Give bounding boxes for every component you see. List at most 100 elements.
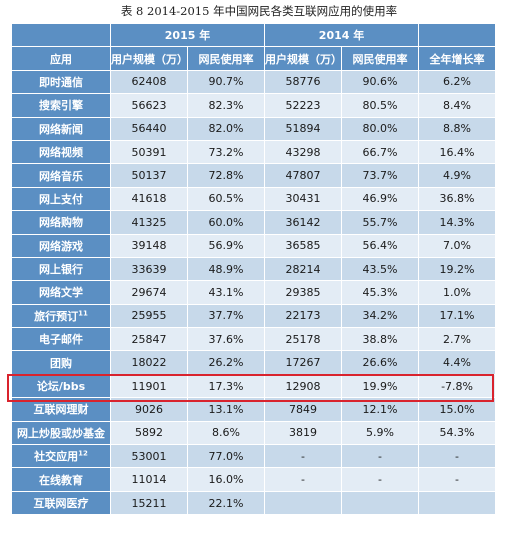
growth-cell: 4.4% [419,351,496,374]
users-2015-cell: 50137 [111,164,187,187]
growth-cell: 17.1% [419,304,496,328]
app-name-cell: 即时通信 [12,70,110,94]
growth-cell: 16.4% [419,140,496,164]
users-2015-cell: 5892 [111,421,187,445]
users-2014-cell: 52223 [265,94,342,117]
users-2015-cell: 39148 [111,234,187,257]
rate-2014-cell: 43.5% [342,257,419,281]
rate-2015-cell: 56.9% [188,234,265,257]
app-name: 网上银行 [39,263,83,277]
year-2014-header: 2014 年 [265,24,419,47]
app-name-cell: 在线教育 [12,468,110,491]
rate-2015-cell: 60.5% [188,187,265,211]
app-name-cell: 搜索引擎 [12,94,110,117]
growth-cell: 1.0% [419,281,496,304]
users-2015-cell: 56623 [111,94,187,117]
table-row: 网络新闻 56440 82.0% 51894 80.0% 8.8% [12,117,496,140]
growth-corner-cell [419,24,496,47]
growth-cell: - [419,445,496,468]
growth-cell: 7.0% [419,234,496,257]
users-2014-header: 用户规模（万） [265,47,342,70]
app-name: 团购 [50,356,72,370]
app-name: 网络视频 [39,146,83,160]
app-name-cell: 网络视频 [12,140,110,164]
app-name-cell: 网上银行 [12,257,110,281]
app-name-cell: 网络新闻 [12,117,110,140]
growth-cell: 6.2% [419,70,496,94]
rate-2014-cell: 90.6% [342,70,419,94]
rate-2014-cell: 56.4% [342,234,419,257]
users-2014-cell: 36142 [265,211,342,234]
users-2015-cell: 53001 [111,445,187,468]
rate-2015-header: 网民使用率 [188,47,265,70]
footnote-marker: 12 [78,449,88,458]
app-name-cell: 网络音乐 [12,164,110,187]
app-name-cell: 网络文学 [12,281,110,304]
users-2014-cell: 12908 [265,374,342,398]
rate-2014-cell: 34.2% [342,304,419,328]
app-name: 旅行预订 [34,309,79,323]
app-name-cell: 网络游戏 [12,234,110,257]
users-2014-cell: 43298 [265,140,342,164]
usage-table: 2015 年 2014 年 应用 用户规模（万） 网民使用率 用户规模（万） 网… [11,23,497,516]
users-2014-cell: 29385 [265,281,342,304]
rate-2015-cell: 37.6% [188,328,265,351]
app-name-cell: 团购 [12,351,110,374]
table-row: 网上支付 41618 60.5% 30431 46.9% 36.8% [12,187,496,211]
app-name: 网络音乐 [39,169,83,183]
rate-2015-cell: 73.2% [188,140,265,164]
rate-2014-cell: 46.9% [342,187,419,211]
table-row: 在线教育 11014 16.0% - - - [12,468,496,491]
corner-cell [12,24,110,47]
growth-cell: 2.7% [419,328,496,351]
rate-2014-cell: 5.9% [342,421,419,445]
app-name-cell: 网上炒股或炒基金 [12,421,110,445]
app-name-cell: 互联网理财 [12,398,110,421]
table-row: 网络游戏 39148 56.9% 36585 56.4% 7.0% [12,234,496,257]
rate-2014-cell: 19.9% [342,374,419,398]
users-2015-cell: 25955 [111,304,187,328]
growth-cell: 36.8% [419,187,496,211]
rate-2015-cell: 37.7% [188,304,265,328]
app-column-header: 应用 [12,47,110,70]
app-name: 网络新闻 [39,122,83,136]
footnote-marker: 11 [78,309,88,318]
growth-cell: 4.9% [419,164,496,187]
users-2014-cell: - [265,468,342,491]
rate-2014-cell: 80.0% [342,117,419,140]
rate-2014-cell: 26.6% [342,351,419,374]
app-name: 电子邮件 [39,333,83,347]
rate-2015-cell: 22.1% [188,491,265,515]
users-2014-cell: 51894 [265,117,342,140]
users-2015-cell: 25847 [111,328,187,351]
table-row: 网络视频 50391 73.2% 43298 66.7% 16.4% [12,140,496,164]
users-2015-cell: 41618 [111,187,187,211]
users-2015-cell: 33639 [111,257,187,281]
users-2014-cell: 30431 [265,187,342,211]
rate-2014-cell: 66.7% [342,140,419,164]
app-name-cell: 网上支付 [12,187,110,211]
growth-cell: 19.2% [419,257,496,281]
users-2014-cell: - [265,445,342,468]
app-name: 即时通信 [39,75,83,89]
users-2015-cell: 41325 [111,211,187,234]
users-2014-cell: 22173 [265,304,342,328]
users-2015-cell: 29674 [111,281,187,304]
app-name: 社交应用 [34,450,79,464]
growth-cell [419,491,496,515]
rate-2015-cell: 82.3% [188,94,265,117]
table-row: 网络文学 29674 43.1% 29385 45.3% 1.0% [12,281,496,304]
table-row: 网络音乐 50137 72.8% 47807 73.7% 4.9% [12,164,496,187]
table-row: 网络购物 41325 60.0% 36142 55.7% 14.3% [12,211,496,234]
rate-2015-cell: 8.6% [188,421,265,445]
table-row: 互联网理财 9026 13.1% 7849 12.1% 15.0% [12,398,496,421]
rate-2015-cell: 72.8% [188,164,265,187]
rate-2014-cell: 80.5% [342,94,419,117]
rate-2014-cell: 12.1% [342,398,419,421]
users-2014-cell: 25178 [265,328,342,351]
growth-cell: 14.3% [419,211,496,234]
rate-2014-cell: 73.7% [342,164,419,187]
users-2014-cell: 3819 [265,421,342,445]
table-row: 搜索引擎 56623 82.3% 52223 80.5% 8.4% [12,94,496,117]
rate-2015-cell: 43.1% [188,281,265,304]
